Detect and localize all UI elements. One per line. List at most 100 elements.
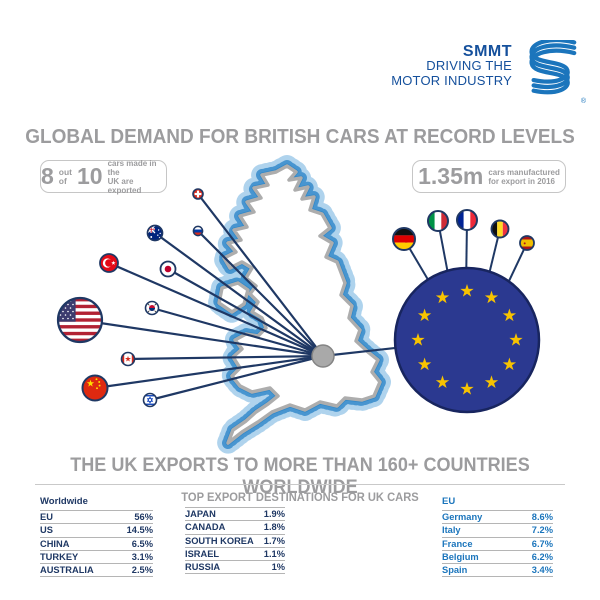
value-cell: 1.7% [263, 535, 285, 546]
logo-tagline-2: MOTOR INDUSTRY [391, 72, 512, 88]
table-row: Belgium 6.2% [442, 551, 553, 565]
eu-circle [393, 266, 541, 414]
table-title: Worldwide [40, 495, 153, 511]
table-row: AUSTRALIA 2.5% [40, 564, 153, 578]
flag-spain-icon [519, 235, 535, 251]
table-row: RUSSIA 1% [185, 561, 285, 575]
flag-germany-icon [392, 227, 416, 251]
table-row: EU 56% [40, 511, 153, 525]
main-headline: GLOBAL DEMAND FOR BRITISH CARS AT RECORD… [25, 126, 575, 148]
logo-brand: SMMT [462, 43, 512, 60]
country-cell: Italy [442, 525, 461, 536]
value-cell: 2.5% [131, 565, 153, 576]
country-cell: CHINA [40, 538, 70, 549]
table-row: Germany 8.6% [442, 511, 553, 525]
export-line-australia [154, 232, 324, 357]
export-line-russia [197, 230, 324, 357]
flag-france-icon [456, 209, 478, 231]
flag-switzerland-icon [192, 188, 204, 200]
sub-headline: THE UK EXPORTS TO MORE THAN 160+ COUNTRI… [70, 455, 530, 498]
stat-number-10: 10 [77, 163, 103, 189]
value-cell: 1% [271, 562, 285, 573]
table-row: CHINA 6.5% [40, 538, 153, 551]
eu-table: EU Germany 8.6% Italy 7.2% France 6.7% Belg… [442, 495, 553, 578]
value-cell: 3.1% [131, 552, 153, 563]
stat-words: out of [59, 168, 72, 185]
flag-china-icon [81, 374, 109, 402]
stat-badge-export-volume: 1.35m cars manufactured for export in 20… [412, 160, 566, 193]
value-cell: 1.9% [263, 509, 285, 520]
logo-tagline-1: DRIVING THE [426, 58, 512, 73]
table-row: SOUTH KOREA 1.7% [185, 535, 285, 548]
table-row: US 14.5% [40, 524, 153, 538]
stat-number-8: 8 [41, 163, 54, 189]
table-row: TURKEY 3.1% [40, 551, 153, 565]
export-line-canada [127, 354, 324, 361]
flag-russia-icon [192, 225, 204, 237]
export-line-switzerland [197, 193, 324, 357]
value-cell: 8.6% [531, 512, 553, 523]
table-title: EU [442, 495, 553, 511]
flag-canada-icon [120, 351, 136, 367]
stat-caption-line1: cars made in the [107, 158, 157, 177]
export-line-israel [149, 354, 324, 402]
table-row: Spain 3.4% [442, 564, 553, 578]
value-cell: 6.5% [131, 538, 153, 549]
value-cell: 1.8% [263, 522, 285, 533]
stat-number-volume: 1.35m [418, 163, 484, 189]
stat-word-of: of [58, 175, 67, 186]
value-cell: 6.7% [531, 538, 553, 549]
flag-israel-icon [142, 392, 158, 408]
value-cell: 14.5% [126, 525, 153, 536]
country-cell: ISRAEL [185, 549, 220, 560]
export-line-usa [79, 318, 324, 358]
export-line-south-korea [151, 306, 324, 358]
country-cell: Spain [442, 565, 468, 576]
country-cell: JAPAN [185, 509, 216, 520]
export-line-china [94, 354, 324, 390]
country-cell: Belgium [442, 552, 479, 563]
country-cell: France [442, 538, 473, 549]
stat-caption-line2: for export in 2016 [488, 176, 555, 186]
table-row: France 6.7% [442, 538, 553, 551]
value-cell: 7.2% [531, 525, 553, 536]
smmt-logo: SMMT DRIVING THE MOTOR INDUSTRY ® [391, 38, 586, 105]
flag-belgium-icon [490, 219, 510, 239]
flag-turkey-icon [99, 253, 119, 273]
uk-map-land [217, 164, 382, 445]
value-cell: 6.2% [531, 552, 553, 563]
table-row: ISRAEL 1.1% [185, 548, 285, 562]
registered-mark: ® [580, 98, 586, 105]
country-cell: EU [40, 512, 53, 523]
top-destinations-title: TOP EXPORT DESTINATIONS FOR UK CARS [181, 492, 419, 504]
flag-italy-icon [427, 210, 449, 232]
smmt-logo-mark: ® [512, 38, 586, 105]
stat-caption-line1: cars manufactured [488, 167, 560, 177]
smmt-s-icon [529, 38, 577, 95]
value-cell: 3.4% [531, 565, 553, 576]
table-row: CANADA 1.8% [185, 521, 285, 535]
divider-line [35, 484, 565, 485]
country-cell: TURKEY [40, 552, 79, 563]
country-cell: AUSTRALIA [40, 565, 94, 576]
country-cell: Germany [442, 512, 483, 523]
country-cell: SOUTH KOREA [185, 535, 254, 546]
country-cell: RUSSIA [185, 562, 221, 573]
smmt-logo-text: SMMT DRIVING THE MOTOR INDUSTRY [391, 44, 512, 88]
stat-badge-exports-ratio: 8 out of 10 cars made in the UK are expo… [40, 159, 167, 195]
stat-caption: cars manufactured for export in 2016 [488, 168, 560, 186]
flag-usa-icon [56, 296, 104, 344]
value-cell: 56% [134, 512, 153, 523]
export-line-japan [167, 268, 324, 357]
worldwide-table: Worldwide EU 56% US 14.5% CHINA 6.5% TURKEY… [40, 495, 153, 578]
flag-japan-icon [159, 260, 177, 278]
flag-south-korea-icon [144, 300, 160, 316]
value-cell: 1.1% [263, 549, 285, 560]
table-row: Italy 7.2% [442, 524, 553, 538]
table-row: JAPAN 1.9% [185, 508, 285, 522]
stat-caption: cars made in the UK are exported [108, 159, 166, 195]
country-cell: CANADA [185, 522, 226, 533]
stat-caption-line2: UK are exported [107, 176, 142, 195]
